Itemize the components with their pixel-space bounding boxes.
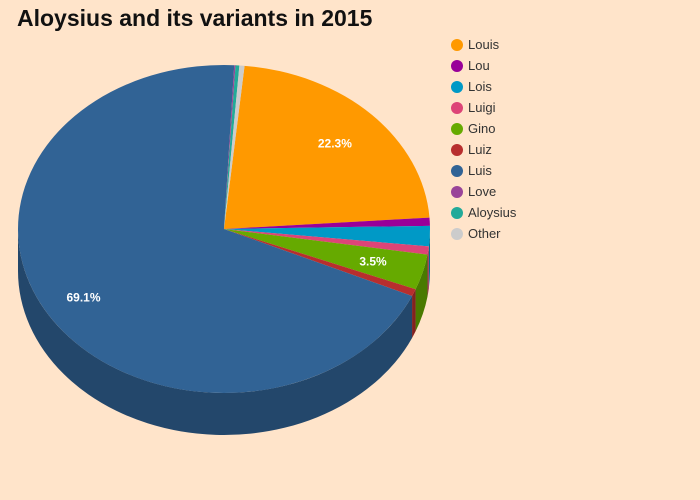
data-label-gino: 3.5%	[359, 254, 387, 268]
pie-depth-luis	[18, 229, 413, 435]
legend-item-luiz[interactable]: Luiz	[451, 139, 516, 160]
legend-label: Luiz	[468, 142, 492, 157]
legend-label: Luis	[468, 163, 492, 178]
pie-slice-louis[interactable]	[224, 65, 430, 229]
legend-item-love[interactable]: Love	[451, 181, 516, 202]
pie-slice-gino[interactable]	[224, 229, 428, 290]
legend-item-lou[interactable]: Lou	[451, 55, 516, 76]
legend-swatch	[451, 101, 463, 114]
legend-swatch	[451, 38, 463, 51]
data-label-louis: 22.3%	[318, 136, 352, 150]
legend-item-luis[interactable]: Luis	[451, 160, 516, 181]
legend-item-aloysius[interactable]: Aloysius	[451, 202, 516, 223]
pie-depth-luiz	[412, 289, 416, 338]
data-label-luis: 69.1%	[67, 291, 101, 305]
legend-label: Gino	[468, 121, 496, 136]
pie-slice-luis[interactable]	[17, 65, 413, 394]
legend-item-gino[interactable]: Gino	[451, 118, 516, 139]
legend-label: Lois	[468, 79, 492, 94]
pie-slice-other[interactable]	[224, 65, 245, 229]
pie-slice-love[interactable]	[224, 65, 236, 229]
chart-title: Aloysius and its variants in 2015	[17, 5, 373, 31]
legend-label: Love	[468, 184, 497, 199]
legend-swatch	[451, 59, 463, 72]
legend-item-louis[interactable]: Louis	[451, 34, 516, 55]
pie-slice-lois[interactable]	[224, 225, 430, 247]
pie-slice-lou[interactable]	[224, 217, 430, 229]
legend-item-other[interactable]: Other	[451, 223, 516, 244]
legend-swatch	[451, 227, 463, 240]
legend-label: Other	[468, 226, 501, 241]
legend-item-lois[interactable]: Lois	[451, 76, 516, 97]
pie-depth-gino	[415, 254, 428, 332]
legend-swatch	[451, 206, 463, 219]
legend-swatch	[451, 164, 463, 177]
pie-depth-layer	[18, 229, 430, 435]
legend-swatch	[451, 143, 463, 156]
legend-label: Lou	[468, 58, 490, 73]
pie-data-labels: 22.3% 3.5% 69.1%	[67, 136, 388, 304]
pie-top-layer	[17, 65, 430, 394]
legend-label: Luigi	[468, 100, 496, 115]
pie-slice-luiz[interactable]	[224, 229, 416, 296]
pie-slice-luigi[interactable]	[224, 229, 429, 255]
legend: Louis Lou Lois Luigi Gino Luiz Luis Love Aloysiu…	[451, 34, 516, 244]
legend-item-luigi[interactable]: Luigi	[451, 97, 516, 118]
legend-swatch	[451, 80, 463, 93]
legend-swatch	[451, 185, 463, 198]
legend-label: Louis	[468, 37, 500, 52]
legend-swatch	[451, 122, 463, 135]
pie-depth-luigi	[427, 246, 429, 297]
pie-slice-aloysius[interactable]	[224, 65, 240, 229]
pie-depth-lois	[428, 229, 430, 289]
legend-label: Aloysius	[468, 205, 517, 220]
